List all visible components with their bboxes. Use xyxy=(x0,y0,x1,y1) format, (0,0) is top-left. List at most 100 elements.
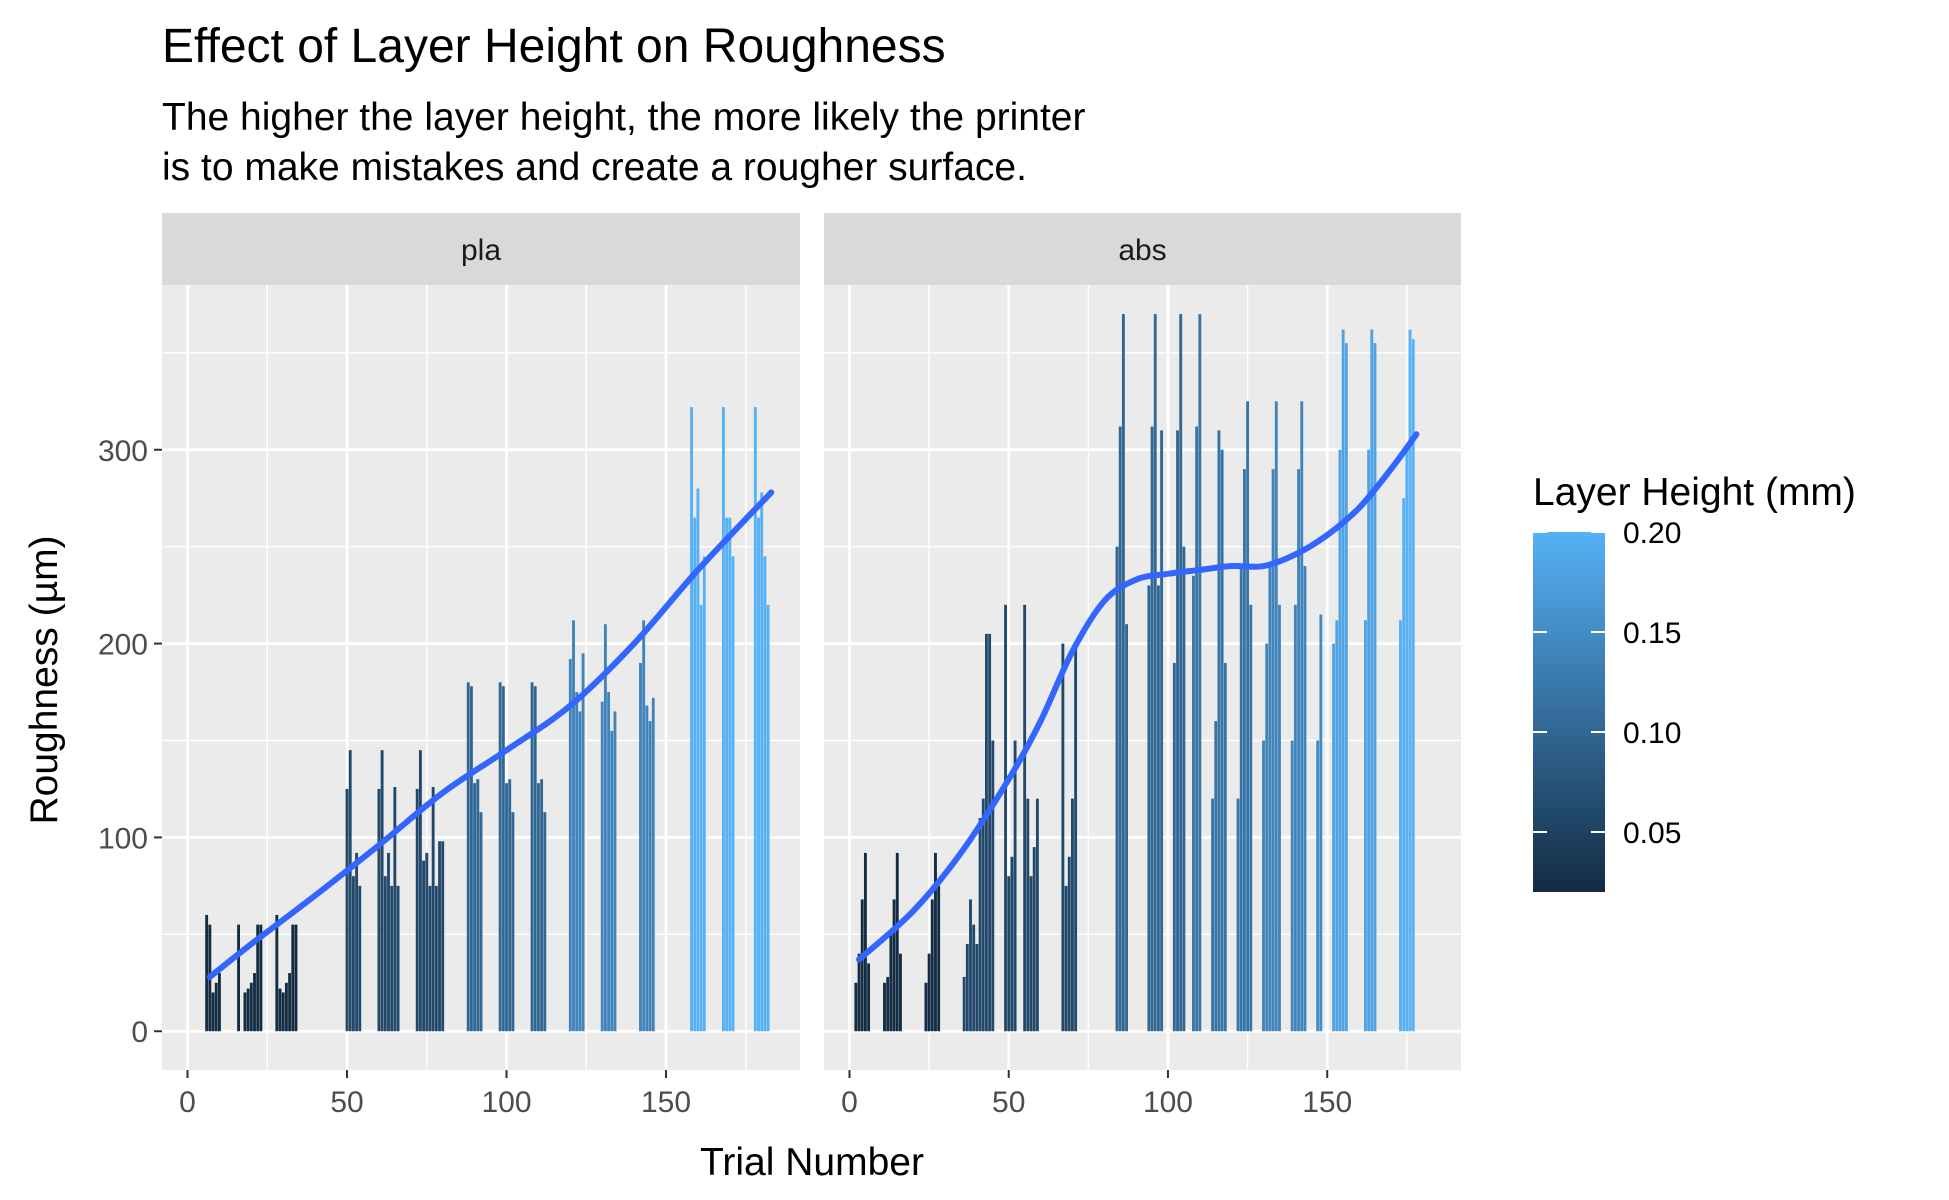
bar-abs xyxy=(981,798,985,1032)
bar-pla xyxy=(351,876,355,1032)
bar-pla xyxy=(536,783,540,1032)
bar-abs xyxy=(1300,401,1304,1032)
bar-abs xyxy=(1195,426,1199,1032)
bar-abs xyxy=(1265,643,1269,1032)
bar-abs xyxy=(1274,401,1278,1032)
chart-subtitle-line-2: is to make mistakes and create a rougher… xyxy=(162,146,1027,189)
bar-abs xyxy=(1293,604,1297,1032)
bar-abs xyxy=(1172,662,1176,1032)
bar-pla xyxy=(214,982,218,1032)
bar-pla xyxy=(476,779,480,1032)
bar-pla xyxy=(651,697,655,1032)
smooth-trend-line-abs xyxy=(856,431,1420,963)
bar-abs xyxy=(965,944,969,1032)
bar-abs xyxy=(978,818,982,1032)
bar-pla xyxy=(380,750,384,1032)
bar-abs xyxy=(1182,546,1186,1032)
x-tick-label: 0 xyxy=(179,1086,196,1119)
bar-pla xyxy=(696,488,700,1032)
bar-pla xyxy=(284,982,288,1032)
facet-strip-label-pla: pla xyxy=(461,234,501,267)
x-tick-label: 0 xyxy=(841,1086,858,1119)
bar-abs xyxy=(854,982,858,1032)
bar-abs xyxy=(892,899,896,1032)
facet-panels: pla 0 50 100 150 0 100 200 300 abs 0 50 100 150 xyxy=(98,213,1461,1119)
bar-abs xyxy=(1402,498,1406,1032)
panel-background-abs xyxy=(824,285,1461,1070)
bar-pla xyxy=(205,914,209,1032)
bar-abs xyxy=(937,885,941,1032)
x-tick-label: 100 xyxy=(481,1086,531,1119)
bar-abs xyxy=(867,963,871,1032)
bar-pla xyxy=(540,779,544,1032)
bar-abs xyxy=(1344,343,1348,1032)
bar-abs xyxy=(1370,329,1374,1032)
bar-pla xyxy=(763,556,767,1032)
bar-pla xyxy=(217,973,221,1032)
bar-abs xyxy=(1074,643,1078,1032)
bar-abs xyxy=(991,740,995,1032)
facet-abs: abs 0 50 100 150 xyxy=(824,213,1461,1119)
bar-pla xyxy=(501,686,505,1032)
bar-pla xyxy=(393,787,397,1032)
bar-abs xyxy=(1147,585,1151,1032)
y-tick-label: 200 xyxy=(98,629,148,662)
x-tick-label: 50 xyxy=(330,1086,363,1119)
bar-abs xyxy=(1176,430,1179,1032)
bar-pla xyxy=(383,876,387,1032)
bar-pla xyxy=(256,924,260,1032)
legend-title: Layer Height (mm) xyxy=(1533,471,1856,514)
smooth-trend-line-pla xyxy=(206,489,775,980)
bar-pla xyxy=(543,812,547,1032)
color-legend: Layer Height (mm) 0.05 0.10 0.15 0.20 xyxy=(1533,471,1856,892)
x-tick-label: 100 xyxy=(1143,1086,1193,1119)
bar-abs xyxy=(1297,469,1300,1032)
bar-abs xyxy=(1067,856,1071,1032)
bar-pla xyxy=(690,407,693,1032)
bar-abs xyxy=(1064,885,1068,1032)
bar-pla xyxy=(387,852,390,1032)
bar-abs xyxy=(1004,604,1007,1032)
bar-abs xyxy=(1121,314,1125,1032)
bar-pla xyxy=(469,686,473,1032)
bar-pla xyxy=(607,692,611,1032)
bar-abs xyxy=(1023,604,1027,1032)
bar-pla xyxy=(642,620,646,1032)
bar-abs xyxy=(1192,575,1195,1032)
bar-abs xyxy=(930,899,934,1032)
bar-abs xyxy=(899,953,902,1032)
bar-abs xyxy=(1007,876,1011,1032)
x-tick-label: 50 xyxy=(992,1086,1025,1119)
legend-tick-label: 0.15 xyxy=(1623,617,1681,650)
bar-abs xyxy=(1411,339,1415,1032)
bar-abs xyxy=(969,899,972,1032)
bar-pla xyxy=(249,982,253,1032)
bar-pla xyxy=(422,860,426,1032)
bar-pla xyxy=(722,407,725,1032)
bar-abs xyxy=(1408,329,1412,1032)
bar-pla xyxy=(699,604,703,1032)
legend-tick-label: 0.20 xyxy=(1623,517,1681,550)
bar-pla xyxy=(278,988,282,1032)
bar-abs xyxy=(1070,798,1074,1032)
bar-pla xyxy=(275,914,279,1032)
bar-pla xyxy=(246,988,250,1032)
y-tick-label: 0 xyxy=(131,1016,148,1049)
bar-pla xyxy=(237,924,240,1032)
bar-abs xyxy=(863,852,867,1032)
bar-pla xyxy=(438,841,441,1032)
bar-pla xyxy=(581,653,585,1032)
bar-pla xyxy=(760,492,764,1032)
bar-abs xyxy=(1061,643,1065,1032)
bar-abs xyxy=(1153,314,1157,1032)
bar-pla xyxy=(639,662,642,1032)
bar-pla xyxy=(533,686,537,1032)
bar-abs xyxy=(975,944,979,1032)
bar-pla xyxy=(600,701,604,1032)
bar-pla xyxy=(441,841,445,1032)
bar-pla xyxy=(345,788,349,1032)
bar-abs xyxy=(889,934,893,1032)
legend-colorbar xyxy=(1533,532,1605,892)
facet-strip-label-abs: abs xyxy=(1118,234,1166,267)
